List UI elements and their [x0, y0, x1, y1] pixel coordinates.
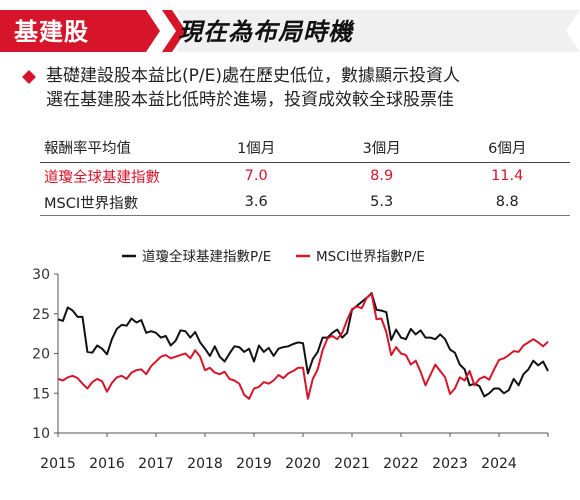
- y-tick-label: 15: [32, 386, 50, 402]
- summary-line-2: 選在基建股本益比低時於進場，投資成效較全球股票佳: [46, 90, 454, 110]
- table-header-metric: 報酬率平均值: [44, 140, 131, 157]
- title-band-shape: [176, 10, 580, 52]
- y-tick-label: 20: [32, 347, 50, 363]
- returns-table: 報酬率平均值 1個月 3個月 6個月 道瓊全球基建指數 7.0 8.9 11.4…: [40, 136, 570, 216]
- diamond-bullet-icon: [22, 70, 36, 84]
- table-header-row: 報酬率平均值 1個月 3個月 6個月: [40, 136, 570, 163]
- section-tag: 基建股: [14, 18, 89, 46]
- x-tick-label: 2022: [383, 456, 419, 472]
- page-title: 現在為布局時機: [178, 18, 353, 46]
- header-background: [0, 10, 580, 52]
- pe-line-chart: 道瓊全球基建指數P/E MSCI世界指數P/E 10 15 20 25 30 2015 201…: [32, 248, 549, 472]
- x-tick-label: 2020: [285, 456, 321, 472]
- x-tick-label: 2024: [481, 456, 517, 472]
- legend-label: MSCI世界指數P/E: [316, 249, 425, 265]
- y-tick-label: 10: [32, 426, 50, 442]
- table-row: 道瓊全球基建指數 7.0 8.9 11.4: [40, 163, 570, 190]
- row-value: 7.0: [244, 168, 268, 184]
- x-tick-label: 2015: [40, 456, 76, 472]
- header-banner: 基建股 現在為布局時機: [0, 0, 580, 62]
- row-name: 道瓊全球基建指數: [44, 169, 160, 186]
- row-value: 8.8: [495, 194, 519, 210]
- x-tick-label: 2018: [187, 456, 223, 472]
- chart-axes: 10 15 20 25 30 2015 2016 2017 2018 2019 2020 2021 20…: [32, 267, 549, 472]
- chart-legend: 道瓊全球基建指數P/E MSCI世界指數P/E: [122, 248, 425, 265]
- table-header-3m: 3個月: [362, 140, 401, 157]
- series-line-msci-world-pe: [57, 292, 549, 400]
- x-tick-label: 2016: [89, 456, 125, 472]
- series-line-infrastructure-pe: [57, 292, 549, 398]
- summary-line-1: 基礎建設股本益比(P/E)處在歷史低位，數據顯示投資人: [46, 66, 460, 86]
- x-tick-label: 2021: [334, 456, 370, 472]
- x-tick-label: 2019: [236, 456, 272, 472]
- row-name: MSCI世界指數: [44, 195, 139, 212]
- table-header-6m: 6個月: [488, 140, 527, 157]
- x-tick-label: 2023: [432, 456, 468, 472]
- y-tick-label: 25: [32, 307, 50, 323]
- row-value: 5.3: [370, 194, 394, 210]
- tag-chevron-shape: [162, 10, 186, 52]
- row-value: 11.4: [491, 168, 524, 184]
- summary-text: 基礎建設股本益比(P/E)處在歷史低位，數據顯示投資人 選在基建股本益比低時於進…: [46, 64, 572, 112]
- row-value: 8.9: [370, 168, 394, 184]
- chart-series: [57, 292, 549, 400]
- legend-label: 道瓊全球基建指數P/E: [142, 248, 271, 265]
- x-tick-label: 2017: [138, 456, 174, 472]
- y-tick-label: 30: [32, 267, 50, 283]
- tag-ribbon-shape: [0, 10, 160, 52]
- row-value: 3.6: [244, 194, 268, 210]
- table-row: MSCI世界指數 3.6 5.3 8.8: [40, 189, 570, 216]
- table-header-1m: 1個月: [237, 140, 276, 157]
